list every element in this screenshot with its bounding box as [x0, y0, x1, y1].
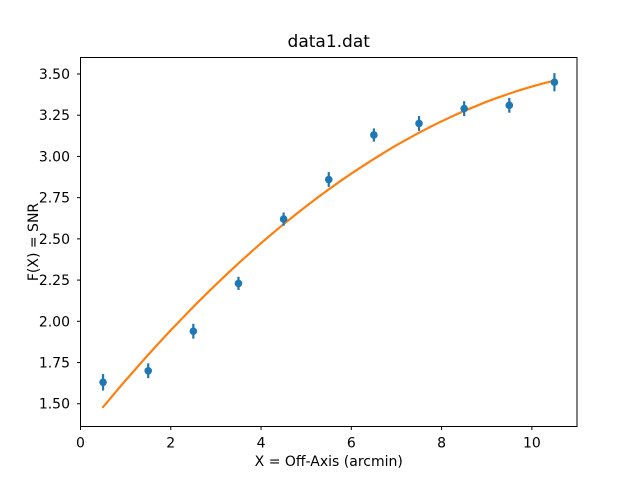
x-tick-label: 2	[166, 436, 175, 452]
x-tick-label: 6	[347, 436, 356, 452]
data-point	[460, 104, 468, 113]
data-series	[99, 73, 559, 391]
y-tick-label: 2.00	[39, 314, 70, 330]
data-point	[234, 279, 243, 288]
data-point	[505, 101, 514, 110]
y-tick-label: 3.00	[39, 149, 70, 165]
data-point	[144, 366, 153, 375]
y-tick-label: 2.75	[39, 191, 70, 207]
y-tick-label: 3.25	[39, 108, 70, 124]
y-axis-ticks: 1.50 1.75 2.00 2.25 2.50 2.75 3.00 3.25 3.50	[39, 67, 81, 413]
y-tick-label: 1.75	[39, 356, 70, 372]
fit-curve-path	[101, 79, 556, 409]
plot-area	[80, 57, 578, 427]
y-tick-label: 2.25	[39, 273, 70, 289]
y-tick-label: 3.50	[39, 67, 70, 83]
data-point	[324, 175, 333, 184]
data-point	[415, 119, 423, 128]
x-tick-label: 0	[76, 436, 85, 452]
x-tick-label: 4	[257, 436, 266, 452]
data-point	[189, 327, 198, 335]
data-point	[99, 378, 107, 387]
y-tick-label: 2.50	[39, 232, 70, 248]
y-axis-label: F(X) = SNR	[26, 203, 42, 282]
x-tick-label: 8	[437, 436, 446, 452]
y-tick-label: 1.50	[39, 397, 70, 413]
x-axis-label: X = Off-Axis (arcmin)	[255, 454, 403, 470]
fit-curve	[101, 79, 556, 409]
chart-title: data1.dat	[288, 32, 371, 52]
x-tick-label: 10	[523, 436, 541, 452]
x-axis-ticks: 0 2 4 6 8 10	[76, 426, 541, 452]
data-point	[279, 215, 288, 223]
data-point	[550, 78, 559, 87]
data-point	[370, 131, 378, 139]
